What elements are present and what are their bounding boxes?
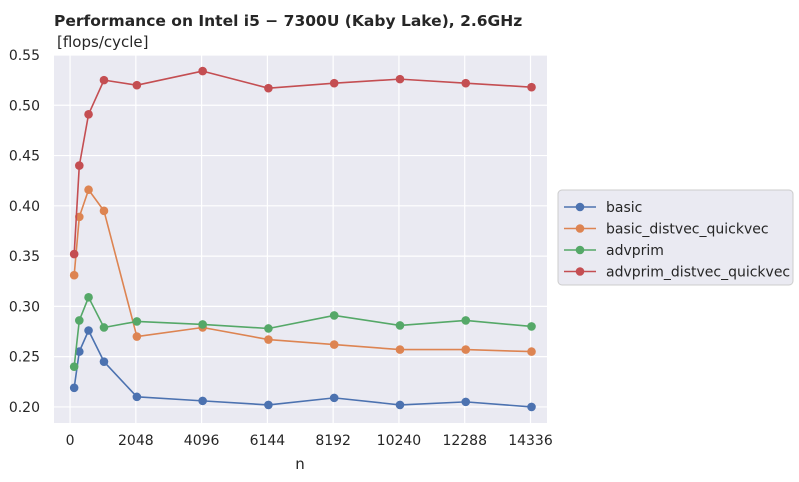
data-point (99, 323, 109, 332)
data-point (84, 326, 93, 335)
data-point (395, 74, 405, 84)
data-point (527, 82, 536, 92)
series-advprim-distvec-quickvec (69, 66, 536, 259)
data-point (75, 161, 84, 170)
data-point (132, 332, 142, 341)
data-point (198, 320, 207, 329)
data-point (84, 185, 93, 195)
series-layer (69, 66, 536, 412)
data-point (69, 383, 79, 393)
data-point (132, 317, 142, 326)
data-point (75, 347, 84, 356)
x-tick-label: 8192 (315, 433, 351, 449)
x-tick-label: 4096 (184, 433, 220, 449)
y-tick-label: 0.30 (9, 299, 40, 315)
legend-label: basic_distvec_quickvec (606, 222, 769, 238)
data-point (395, 321, 405, 330)
x-tick-label: 6144 (250, 433, 286, 449)
legend-label: basic (606, 200, 642, 216)
legend-marker (575, 245, 585, 255)
y-tick-label: 0.35 (9, 249, 40, 265)
grid-lines (54, 54, 547, 423)
legend-label: advprim (606, 243, 664, 259)
y-tick-labels: 0.20 0.25 0.30 0.35 0.40 0.45 0.50 0.55 (9, 48, 40, 416)
series-advprim (69, 293, 536, 371)
legend-marker (575, 267, 585, 276)
data-point (99, 357, 109, 366)
legend-item: advprim_distvec_quickvec (564, 265, 790, 281)
y-unit-label: [flops/cycle] (57, 33, 149, 51)
x-tick-label: 12288 (442, 433, 487, 449)
data-point (198, 66, 207, 76)
data-point (264, 324, 273, 333)
x-tick-label: 14336 (508, 433, 553, 449)
data-point (395, 345, 405, 354)
data-point (69, 249, 79, 259)
data-point (69, 270, 79, 280)
legend-item: basic_distvec_quickvec (564, 222, 769, 238)
y-tick-label: 0.40 (9, 199, 40, 215)
data-point (264, 335, 273, 344)
chart-title: Performance on Intel i5 − 7300U (Kaby La… (54, 12, 522, 30)
data-point (527, 402, 536, 412)
y-tick-label: 0.55 (9, 48, 40, 64)
data-point (527, 322, 536, 331)
data-point (99, 206, 109, 216)
legend-item: advprim (564, 243, 664, 259)
data-point (84, 110, 93, 119)
legend-label: advprim_distvec_quickvec (606, 265, 790, 281)
data-point (461, 78, 471, 88)
data-point (264, 83, 273, 93)
y-tick-label: 0.25 (9, 350, 40, 366)
data-point (198, 396, 207, 406)
legend-marker (575, 224, 585, 233)
legend-item: basic (564, 200, 642, 216)
y-tick-label: 0.20 (9, 400, 40, 416)
y-tick-label: 0.45 (9, 149, 40, 165)
data-point (329, 340, 339, 349)
data-point (264, 400, 273, 410)
data-point (461, 397, 471, 407)
data-point (132, 80, 142, 90)
data-point (132, 392, 142, 402)
data-point (527, 347, 536, 356)
data-point (69, 362, 79, 371)
data-point (461, 345, 471, 354)
x-tick-labels: 0 2048 4096 6144 8192 10240 12288 14336 (66, 433, 553, 449)
data-point (395, 400, 405, 410)
legend-marker (575, 202, 585, 212)
data-point (329, 78, 339, 88)
plot-area (54, 55, 547, 423)
data-point (461, 316, 471, 325)
y-tick-label: 0.50 (9, 98, 40, 114)
x-tick-label: 0 (66, 433, 75, 449)
data-point (99, 75, 109, 85)
data-point (329, 393, 339, 403)
x-axis-label: n (295, 455, 305, 473)
legend-box (557, 189, 794, 286)
x-tick-label: 2048 (118, 433, 154, 449)
x-tick-label: 10240 (377, 433, 422, 449)
data-point (75, 316, 84, 325)
series-basic (69, 326, 536, 412)
data-point (329, 311, 339, 320)
data-point (84, 293, 93, 302)
